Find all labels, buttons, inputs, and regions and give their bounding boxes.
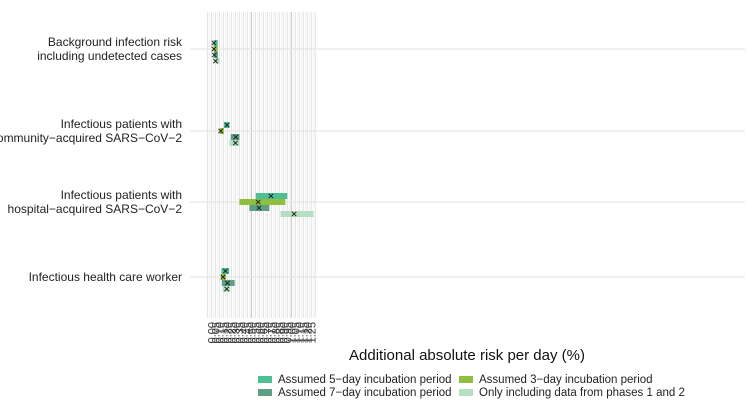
x-tick-label: 0.30 xyxy=(230,322,242,343)
x-tick-label: 1.10 xyxy=(294,322,306,343)
interval-bar xyxy=(213,46,218,52)
category-label: community−acquired SARS−CoV−2 xyxy=(0,131,182,145)
x-tick-label: 0.35 xyxy=(234,322,246,343)
legend-item: Assumed 3−day incubation period xyxy=(459,374,653,386)
interval-bar xyxy=(230,134,240,140)
category-label: Infectious patients with xyxy=(61,188,182,202)
x-tick-label: 0.90 xyxy=(278,322,290,343)
x-tick-label: 0.80 xyxy=(270,322,282,343)
estimate-marker xyxy=(268,193,274,199)
interval-bar xyxy=(221,280,235,286)
estimate-marker xyxy=(211,52,217,58)
estimate-marker xyxy=(291,211,297,217)
estimate-marker xyxy=(224,280,231,286)
legend-item: Assumed 5−day incubation period xyxy=(258,374,452,386)
x-tick-label: 0.85 xyxy=(274,322,286,343)
estimate-marker xyxy=(218,128,224,134)
legend-swatch xyxy=(258,376,272,383)
category-label: including undetected cases xyxy=(37,49,182,63)
interval-bar xyxy=(213,52,218,58)
x-tick-label: 0.75 xyxy=(266,322,278,343)
legend-swatch xyxy=(459,389,473,396)
interval-bar xyxy=(219,128,224,134)
x-tick-label: 0.10 xyxy=(214,322,226,343)
category-label: Background infection risk xyxy=(48,35,183,49)
legend-label: Assumed 5−day incubation period xyxy=(278,374,452,386)
x-tick-label: 0.40 xyxy=(238,322,250,343)
x-tick-label: 1.25 xyxy=(306,322,318,343)
estimate-marker xyxy=(212,58,219,64)
estimate-marker xyxy=(232,140,238,146)
legend-label: Assumed 7−day incubation period xyxy=(278,387,452,399)
estimate-marker xyxy=(220,274,226,280)
x-tick-label: 0.15 xyxy=(218,322,230,343)
legend-label: Assumed 3−day incubation period xyxy=(479,374,653,386)
x-tick-label: 0.60 xyxy=(254,322,266,343)
estimate-marker xyxy=(211,46,217,52)
x-tick-label: 0.00 xyxy=(207,322,219,343)
estimate-marker xyxy=(233,134,239,140)
x-tick-label: 1.15 xyxy=(298,322,310,343)
category-label: Infectious patients with xyxy=(61,117,182,131)
x-tick-label: 0.65 xyxy=(258,322,270,343)
x-tick-label: 1.20 xyxy=(302,322,314,343)
interval-bar xyxy=(215,58,220,64)
estimate-markers xyxy=(211,40,297,292)
x-axis-label: Additional absolute risk per day (%) xyxy=(349,347,585,364)
x-tick-label: 0.05 xyxy=(210,322,222,343)
legend-item: Assumed 7−day incubation period xyxy=(258,387,452,399)
interval-bar xyxy=(280,211,314,217)
legend-item: Only including data from phases 1 and 2 xyxy=(459,387,685,399)
estimate-marker xyxy=(222,268,229,274)
x-tick-label: 0.25 xyxy=(226,322,238,343)
x-tick-label: 1.00 xyxy=(286,322,298,343)
interval-bar xyxy=(229,140,240,146)
estimate-marker xyxy=(224,122,230,128)
category-label: hospital−acquired SARS−CoV−2 xyxy=(8,202,183,216)
legend-swatch xyxy=(459,376,473,383)
x-tick-label: 1.05 xyxy=(290,322,302,343)
x-tick-label: 0.45 xyxy=(242,322,254,343)
x-tick-label: 0.55 xyxy=(250,322,262,343)
estimate-marker xyxy=(255,199,261,205)
x-tick-label: 0.95 xyxy=(282,322,294,343)
legend-label: Only including data from phases 1 and 2 xyxy=(479,387,685,399)
x-tick-labels: 0.000.050.100.150.200.250.300.350.400.45… xyxy=(207,322,319,343)
legend-swatch xyxy=(258,389,272,396)
category-label: Infectious health care worker xyxy=(29,270,182,284)
x-tick-label: 0.70 xyxy=(262,322,274,343)
x-tick-label: 0.50 xyxy=(246,322,258,343)
estimate-marker xyxy=(211,40,217,46)
estimate-marker xyxy=(256,205,262,211)
x-tick-label: 0.20 xyxy=(222,322,234,343)
estimate-marker xyxy=(224,286,230,292)
interval-bar xyxy=(239,199,286,205)
interval-bar xyxy=(213,40,218,46)
